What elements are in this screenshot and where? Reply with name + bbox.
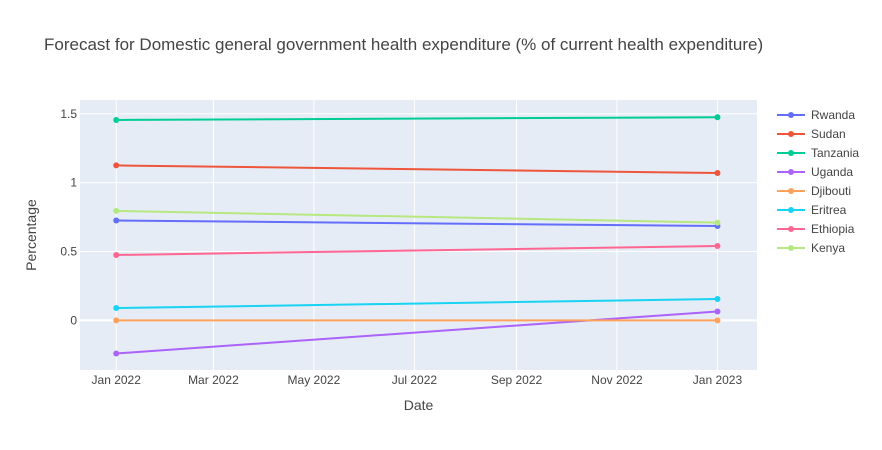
- series-djibouti: [113, 317, 721, 324]
- series-line: [116, 219, 718, 228]
- y-axis-title: Percentage: [23, 199, 39, 271]
- x-tick-label: Nov 2022: [591, 373, 643, 387]
- series-tanzania: [113, 114, 721, 123]
- x-tick-label: Jan 2022: [92, 373, 142, 387]
- data-point[interactable]: [113, 162, 120, 169]
- legend-swatch-marker: [788, 150, 794, 156]
- y-tick-label: 0.5: [60, 245, 77, 259]
- legend-label: Tanzania: [811, 146, 859, 160]
- legend-item-kenya[interactable]: Kenya: [777, 241, 845, 255]
- legend-swatch-marker: [788, 188, 794, 194]
- legend-swatch-marker: [788, 169, 794, 175]
- series-line: [116, 164, 718, 175]
- data-point[interactable]: [113, 217, 120, 224]
- legend-label: Eritrea: [811, 203, 847, 217]
- legend-swatch-marker: [788, 207, 794, 213]
- x-tick-label: Jul 2022: [392, 373, 438, 387]
- legend-swatch-marker: [788, 245, 794, 251]
- legend[interactable]: Rwanda Sudan Tanzania Uganda Djibouti Eritrea…: [777, 108, 859, 255]
- series-kenya: [113, 207, 721, 226]
- data-point[interactable]: [113, 350, 120, 357]
- legend-label: Kenya: [811, 241, 845, 255]
- data-point[interactable]: [714, 219, 721, 226]
- data-point[interactable]: [113, 251, 120, 258]
- data-point[interactable]: [714, 308, 721, 315]
- legend-item-ethiopia[interactable]: Ethiopia: [777, 222, 855, 236]
- x-tick-label: Jan 2023: [693, 373, 743, 387]
- legend-label: Sudan: [811, 127, 846, 141]
- x-tick-label: May 2022: [288, 373, 341, 387]
- data-point[interactable]: [714, 317, 721, 324]
- y-tick-label: 1.5: [60, 107, 77, 121]
- data-point[interactable]: [113, 207, 120, 214]
- legend-label: Djibouti: [811, 184, 851, 198]
- series-line: [116, 298, 718, 310]
- legend-item-eritrea[interactable]: Eritrea: [777, 203, 847, 217]
- legend-label: Uganda: [811, 165, 853, 179]
- legend-label: Rwanda: [811, 108, 855, 122]
- series-line: [116, 245, 718, 256]
- data-point[interactable]: [113, 116, 120, 123]
- legend-item-sudan[interactable]: Sudan: [777, 127, 846, 141]
- y-tick-label: 1: [70, 176, 77, 190]
- legend-label: Ethiopia: [811, 222, 855, 236]
- series-line: [116, 310, 718, 355]
- y-axis-ticks: 0 0.5 1 1.5: [60, 107, 77, 328]
- series-rwanda: [113, 217, 721, 230]
- legend-swatch-marker: [788, 112, 794, 118]
- legend-swatch-marker: [788, 131, 794, 137]
- data-point[interactable]: [714, 296, 721, 303]
- series-line: [116, 116, 718, 121]
- data-point[interactable]: [714, 243, 721, 250]
- x-axis-ticks: Jan 2022 Mar 2022 May 2022 Jul 2022 Sep 2022…: [92, 373, 743, 387]
- series-sudan: [113, 162, 721, 177]
- plot-area: [80, 100, 757, 370]
- chart-title: Forecast for Domestic general government…: [44, 35, 763, 54]
- series-eritrea: [113, 296, 721, 312]
- legend-item-rwanda[interactable]: Rwanda: [777, 108, 855, 122]
- y-tick-label: 0: [70, 313, 77, 327]
- legend-item-tanzania[interactable]: Tanzania: [777, 146, 859, 160]
- series-layer: [113, 114, 721, 357]
- data-point[interactable]: [113, 317, 120, 324]
- series-uganda: [113, 308, 721, 357]
- legend-swatch-marker: [788, 226, 794, 232]
- data-point[interactable]: [113, 305, 120, 312]
- data-point[interactable]: [714, 114, 721, 121]
- x-axis-title: Date: [404, 397, 434, 413]
- data-point[interactable]: [714, 170, 721, 177]
- legend-item-uganda[interactable]: Uganda: [777, 165, 853, 179]
- legend-item-djibouti[interactable]: Djibouti: [777, 184, 851, 198]
- series-line: [116, 209, 718, 224]
- series-ethiopia: [113, 243, 721, 258]
- x-tick-label: Sep 2022: [491, 373, 543, 387]
- x-tick-label: Mar 2022: [188, 373, 239, 387]
